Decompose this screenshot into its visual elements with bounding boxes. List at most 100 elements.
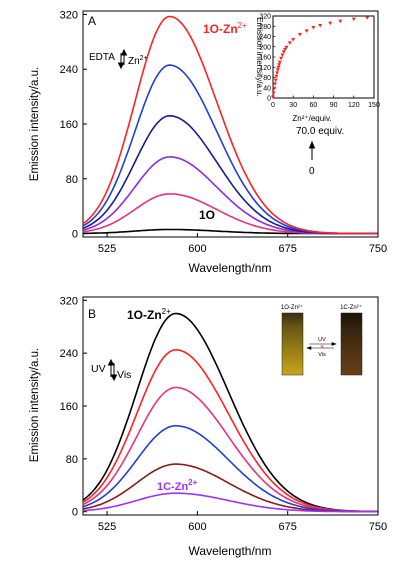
vial-cross-icon: ×	[320, 344, 324, 351]
inset-point	[274, 74, 279, 79]
y-axis-label-a: Emission intensity/a.u.	[29, 67, 41, 181]
inset-x-tick-label: 30	[289, 102, 297, 109]
inset-point	[279, 56, 284, 61]
panel-a: 0 80 160 240 320 525 600 675 750 A Emission int…	[29, 9, 387, 275]
inset-point	[338, 19, 343, 24]
uv-vis-arrows	[107, 358, 118, 382]
x-tick-label: 525	[98, 243, 116, 255]
inset-point	[311, 26, 316, 30]
inset-y-tick-label: 40	[263, 85, 271, 92]
x-tick-label: 675	[279, 521, 297, 533]
inset-point	[271, 95, 275, 99]
inset-point	[277, 63, 282, 67]
x-tick-label: 600	[188, 521, 206, 533]
inset-x-tick-label: 150	[368, 102, 380, 109]
inset-point	[280, 53, 285, 57]
equiv-arrow	[308, 140, 316, 160]
x-tick-label: 525	[98, 521, 116, 533]
spectrum-line-3	[82, 386, 378, 513]
y-axis-label-b: Emission intensity/a.u.	[29, 348, 41, 462]
vial1-label: 1O-Zn²⁺	[281, 304, 303, 311]
inset-y-tick-label: 0	[267, 96, 271, 103]
inset-point	[318, 23, 323, 28]
y-tick-label: 320	[60, 295, 78, 307]
inset-point	[297, 32, 302, 37]
inset-point	[275, 71, 280, 75]
y-ticks-a: 0 80 160 240 320	[60, 9, 87, 241]
panel-label-a: A	[88, 14, 96, 28]
inset-x-ticks: 0 30 60 90 120 150	[271, 95, 380, 109]
label-vis: Vis	[117, 369, 131, 381]
label-edta: EDTA	[89, 52, 115, 63]
label-uv: UV	[91, 363, 106, 375]
spectrum-line-6	[82, 15, 378, 235]
inset-point	[351, 17, 356, 22]
inset-x-label: Zn²⁺/equiv.	[292, 114, 331, 123]
vial-photo: 1O-Zn²⁺ 1C-Zn²⁺ UV × Vis	[281, 304, 363, 376]
x-ticks-b: 525 600 675 750	[98, 511, 387, 533]
panel-b: 0 80 160 240 320 525 600 675 750 B Emission int…	[29, 295, 387, 558]
inset-point	[284, 45, 289, 50]
inset-y-tick-label: 280	[259, 24, 271, 31]
vial1	[281, 312, 304, 376]
inset-x-tick-label: 0	[271, 102, 275, 109]
inset-y-tick-label: 160	[259, 55, 271, 62]
inset-y-tick-label: 120	[259, 65, 271, 72]
inset-point	[273, 78, 278, 83]
vial2	[340, 312, 363, 376]
y-tick-label: 320	[60, 9, 78, 21]
x-tick-label: 750	[369, 521, 387, 533]
vial-arrow-uv: UV	[318, 337, 326, 343]
y-tick-label: 0	[72, 507, 78, 519]
vial2-label: 1C-Zn²⁺	[340, 304, 362, 311]
inset-point	[273, 82, 278, 86]
x-tick-label: 750	[369, 243, 387, 255]
label-1c-zn-b: 1C-Zn2+	[157, 478, 198, 493]
curves-a	[82, 15, 378, 235]
y-tick-label: 240	[60, 64, 78, 76]
inset-points	[271, 16, 370, 99]
inset-point	[281, 50, 286, 54]
inset-y-ticks: 0 40 80 120 160 200 240 280 320	[259, 14, 276, 103]
edta-zn-arrows	[117, 48, 128, 70]
label-1o-a: 1O	[199, 208, 215, 222]
inset-point	[291, 38, 296, 42]
inset-point	[272, 86, 277, 91]
label-1o-zn-b: 1O-Zn2+	[127, 307, 171, 322]
inset-point	[271, 91, 276, 95]
inset-point	[275, 68, 280, 72]
spectrum-line-3	[82, 156, 378, 235]
inset-chart: 0 40 80 120 160 200 240 280 320 0 30 60 90 120 150 Em…	[255, 14, 380, 124]
inset-point	[277, 60, 282, 65]
vial-arrow-vis: Vis	[318, 352, 326, 358]
x-ticks-a: 525 600 675 750	[98, 233, 387, 255]
x-tick-label: 600	[188, 243, 206, 255]
y-tick-label: 160	[60, 119, 78, 131]
vial-arrows	[306, 342, 337, 350]
label-equiv-top: 70.0 equiv.	[296, 126, 344, 137]
inset-point	[283, 47, 288, 52]
inset-y-tick-label: 240	[259, 34, 271, 41]
y-ticks-b: 0 80 160 240 320	[60, 295, 87, 519]
inset-point	[287, 41, 292, 45]
inset-point	[276, 65, 281, 70]
inset-x-tick-label: 120	[348, 102, 360, 109]
inset-y-tick-label: 320	[259, 14, 271, 21]
inset-y-tick-label: 200	[259, 44, 271, 51]
spectrum-line-6	[82, 492, 378, 513]
y-tick-label: 80	[66, 174, 78, 186]
y-tick-label: 0	[72, 229, 78, 241]
x-axis-label-a: Wavelength/nm	[189, 261, 272, 275]
y-tick-label: 160	[60, 401, 78, 413]
inset-frame	[272, 15, 375, 99]
y-tick-label: 80	[66, 454, 78, 466]
label-1o-zn-a: 1O-Zn2+	[203, 21, 247, 36]
curves-b	[82, 312, 378, 513]
inset-point	[328, 21, 333, 26]
panel-label-b: B	[88, 307, 96, 321]
inset-y-tick-label: 80	[263, 75, 271, 82]
x-tick-label: 675	[279, 243, 297, 255]
x-axis-label-b: Wavelength/nm	[189, 544, 272, 558]
label-zn-a: Zn2+	[128, 55, 148, 67]
